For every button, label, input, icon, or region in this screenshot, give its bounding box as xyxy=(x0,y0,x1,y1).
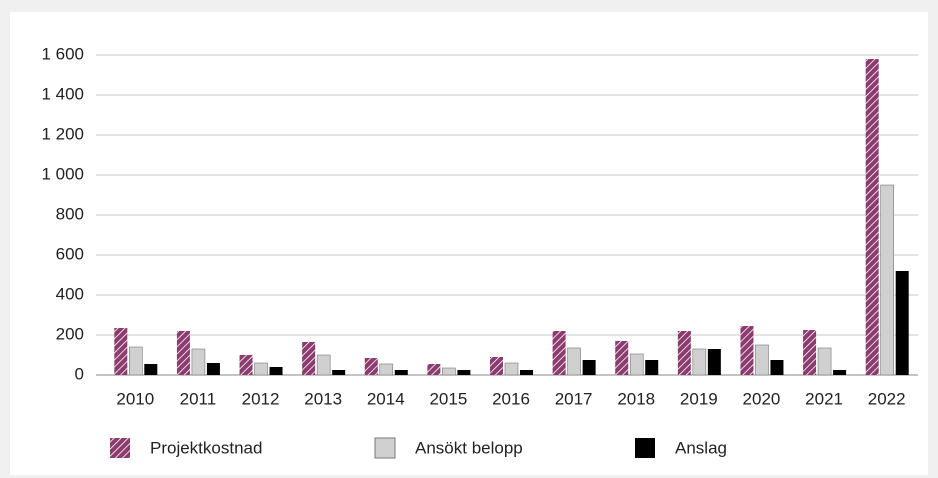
bar xyxy=(833,370,847,375)
bar xyxy=(707,349,721,375)
x-tick-label: 2018 xyxy=(617,389,655,408)
bar xyxy=(364,358,378,375)
x-tick-label: 2010 xyxy=(116,389,154,408)
bar xyxy=(269,367,283,375)
x-tick-label: 2019 xyxy=(680,389,718,408)
bar xyxy=(427,364,441,375)
bar xyxy=(692,348,707,376)
x-tick-label: 2014 xyxy=(367,389,405,408)
x-tick-label: 2021 xyxy=(805,389,843,408)
x-tick-label: 2015 xyxy=(429,389,467,408)
bar xyxy=(677,331,691,375)
bar xyxy=(239,355,253,375)
bar xyxy=(254,362,268,376)
bar xyxy=(332,370,346,375)
bar xyxy=(755,344,769,376)
bar xyxy=(615,341,629,375)
x-tick-label: 2022 xyxy=(868,389,906,408)
bar xyxy=(520,370,533,375)
bar xyxy=(490,357,503,375)
bar xyxy=(567,347,581,376)
bar xyxy=(442,367,456,376)
bar xyxy=(206,363,220,375)
legend-swatch xyxy=(374,437,396,459)
bar xyxy=(191,348,206,376)
bar xyxy=(895,271,909,375)
bar xyxy=(803,330,817,375)
bar xyxy=(552,331,566,375)
y-tick-label: 400 xyxy=(56,284,84,303)
bar xyxy=(316,354,331,376)
y-tick-label: 1 400 xyxy=(41,84,84,103)
y-tick-label: 1 200 xyxy=(41,124,84,143)
bar xyxy=(176,331,190,375)
x-tick-label: 2012 xyxy=(242,389,280,408)
bar xyxy=(582,360,596,375)
y-tick-label: 800 xyxy=(56,204,84,223)
bar xyxy=(302,342,316,375)
legend-swatch xyxy=(110,438,130,458)
legend-label: Ansökt belopp xyxy=(415,438,523,457)
bar xyxy=(817,347,832,376)
bar xyxy=(865,59,879,375)
x-tick-label: 2020 xyxy=(743,389,781,408)
bar xyxy=(394,370,408,375)
legend-label: Anslag xyxy=(675,438,727,457)
bar xyxy=(457,370,471,375)
y-tick-label: 1 600 xyxy=(41,44,84,63)
x-tick-label: 2017 xyxy=(555,389,593,408)
bar xyxy=(645,360,659,375)
y-tick-label: 0 xyxy=(75,364,84,383)
y-tick-label: 600 xyxy=(56,244,84,263)
panel xyxy=(10,12,928,475)
legend-swatch xyxy=(635,438,655,458)
x-tick-label: 2011 xyxy=(180,389,217,408)
bar xyxy=(379,363,394,376)
y-tick-label: 200 xyxy=(56,324,84,343)
x-tick-label: 2016 xyxy=(492,389,530,408)
bar xyxy=(144,364,158,375)
bar xyxy=(880,184,894,376)
y-tick-label: 1 000 xyxy=(41,164,84,183)
bar xyxy=(629,353,644,376)
bar xyxy=(504,362,519,376)
legend-label: Projektkostnad xyxy=(150,438,262,457)
x-tick-label: 2013 xyxy=(304,389,342,408)
bar xyxy=(129,346,143,376)
bar xyxy=(770,360,784,375)
bar xyxy=(114,328,128,375)
bar xyxy=(740,326,754,375)
